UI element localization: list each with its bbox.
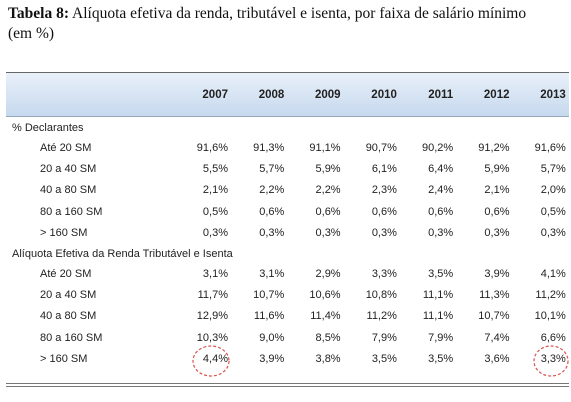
year-header: 2010: [371, 89, 397, 101]
cell-value: 3,3%: [371, 268, 397, 280]
cell-value: 4,4%: [202, 352, 228, 365]
cell-value: 0,3%: [315, 226, 341, 239]
row-label: Até 20 SM: [40, 268, 92, 280]
cell-value: 7,9%: [428, 331, 454, 344]
cell-value: 3,5%: [428, 268, 454, 280]
cell-value: 10,6%: [309, 289, 341, 302]
cell-value: 3,5%: [428, 352, 454, 365]
year-header: 2007: [202, 89, 228, 101]
row-label: 80 a 160 SM: [40, 331, 103, 344]
cell-value: 91,3%: [253, 142, 285, 154]
row-label: > 160 SM: [40, 352, 88, 365]
cell-value: 0,6%: [371, 205, 397, 218]
cell-value: 3,8%: [315, 352, 341, 365]
cell-value: 0,3%: [484, 226, 510, 239]
cell-value: 91,6%: [534, 142, 566, 154]
cell-value: 0,3%: [202, 226, 228, 239]
cell-value: 91,6%: [196, 142, 228, 154]
cell-value: 0,6%: [428, 205, 454, 218]
cell-value: 5,5%: [202, 163, 228, 176]
year-header: 2013: [540, 89, 566, 101]
cell-value: 5,9%: [315, 163, 341, 176]
cell-value: 3,1%: [259, 268, 285, 280]
cell-value: 11,3%: [479, 289, 510, 302]
section-title: Alíquota Efetiva da Renda Tributável e I…: [12, 248, 233, 260]
cell-value: 2,9%: [315, 268, 341, 280]
cell-value: 91,1%: [309, 142, 341, 154]
cell-value: 90,7%: [365, 142, 397, 154]
cell-value: 0,5%: [202, 205, 228, 218]
title-label: Tabela 8:: [8, 5, 70, 22]
cell-value: 0,3%: [259, 226, 285, 239]
cell-value: 10,7%: [478, 310, 510, 323]
cell-value: 3,3%: [540, 352, 566, 365]
cell-value: 11,2%: [535, 289, 566, 302]
highlight-circle: [192, 345, 230, 377]
cell-value: 7,4%: [484, 331, 510, 344]
cell-value: 6,6%: [540, 331, 566, 344]
cell-value: 91,2%: [478, 142, 510, 154]
cell-value: 0,5%: [540, 205, 566, 218]
cell-value: 7,9%: [371, 331, 397, 344]
cell-value: 3,5%: [371, 352, 397, 365]
row-label: 40 a 80 SM: [40, 310, 97, 323]
cell-value: 4,1%: [540, 268, 566, 280]
cell-value: 11,7%: [197, 289, 228, 302]
year-header: 2012: [483, 89, 510, 101]
row-label: Até 20 SM: [40, 142, 92, 154]
cell-value: 0,6%: [259, 205, 285, 218]
cell-value: 8,5%: [315, 331, 341, 344]
cell-value: 3,9%: [484, 268, 510, 280]
cell-value: 0,3%: [371, 226, 397, 239]
cell-value: 11,6%: [253, 310, 285, 323]
row-label: 20 a 40 SM: [40, 289, 97, 302]
section-title: % Declarantes: [12, 122, 84, 134]
year-header: 2011: [428, 89, 454, 101]
cell-value: 2,1%: [484, 184, 510, 197]
cell-value: 11,4%: [310, 310, 341, 323]
cell-value: 5,7%: [540, 163, 566, 176]
cell-value: 2,4%: [428, 184, 454, 197]
highlight-circle: [533, 345, 569, 377]
year-header: 2009: [315, 89, 341, 101]
cell-value: 3,6%: [484, 352, 510, 365]
cell-value: 2,3%: [371, 184, 397, 197]
row-label: 40 a 80 SM: [40, 184, 97, 197]
cell-value: 3,9%: [259, 352, 285, 365]
cell-value: 10,8%: [365, 289, 397, 302]
cell-value: 0,6%: [484, 205, 510, 218]
cell-value: 2,2%: [315, 184, 341, 197]
cell-value: 2,2%: [259, 184, 285, 197]
bottom-rule: [6, 383, 569, 387]
cell-value: 3,1%: [202, 268, 228, 280]
row-label: > 160 SM: [40, 226, 88, 239]
cell-value: 0,6%: [315, 205, 341, 218]
cell-value: 6,4%: [428, 163, 454, 176]
cell-value: 5,7%: [259, 163, 285, 176]
year-header: 2008: [258, 89, 285, 101]
cell-value: 0,3%: [540, 226, 566, 239]
row-label: 20 a 40 SM: [40, 163, 97, 176]
cell-value: 11,1%: [422, 310, 454, 323]
cell-value: 10,7%: [253, 289, 285, 302]
cell-value: 10,3%: [196, 331, 228, 344]
cell-value: 2,0%: [540, 184, 566, 197]
cell-value: 10,1%: [534, 310, 566, 323]
cell-value: 6,1%: [371, 163, 397, 176]
cell-value: 12,9%: [196, 310, 228, 323]
cell-value: 11,1%: [422, 289, 454, 302]
row-label: 80 a 160 SM: [40, 205, 103, 218]
cell-value: 0,3%: [428, 226, 454, 239]
cell-value: 9,0%: [259, 331, 285, 344]
cell-value: 11,2%: [366, 310, 397, 323]
title-text: Alíquota efetiva da renda, tributável e …: [8, 5, 527, 42]
cell-value: 5,9%: [484, 163, 510, 176]
header-band: [6, 72, 569, 117]
table-title: Tabela 8: Alíquota efetiva da renda, tri…: [8, 4, 528, 44]
cell-value: 2,1%: [202, 184, 228, 197]
cell-value: 90,2%: [421, 142, 454, 154]
